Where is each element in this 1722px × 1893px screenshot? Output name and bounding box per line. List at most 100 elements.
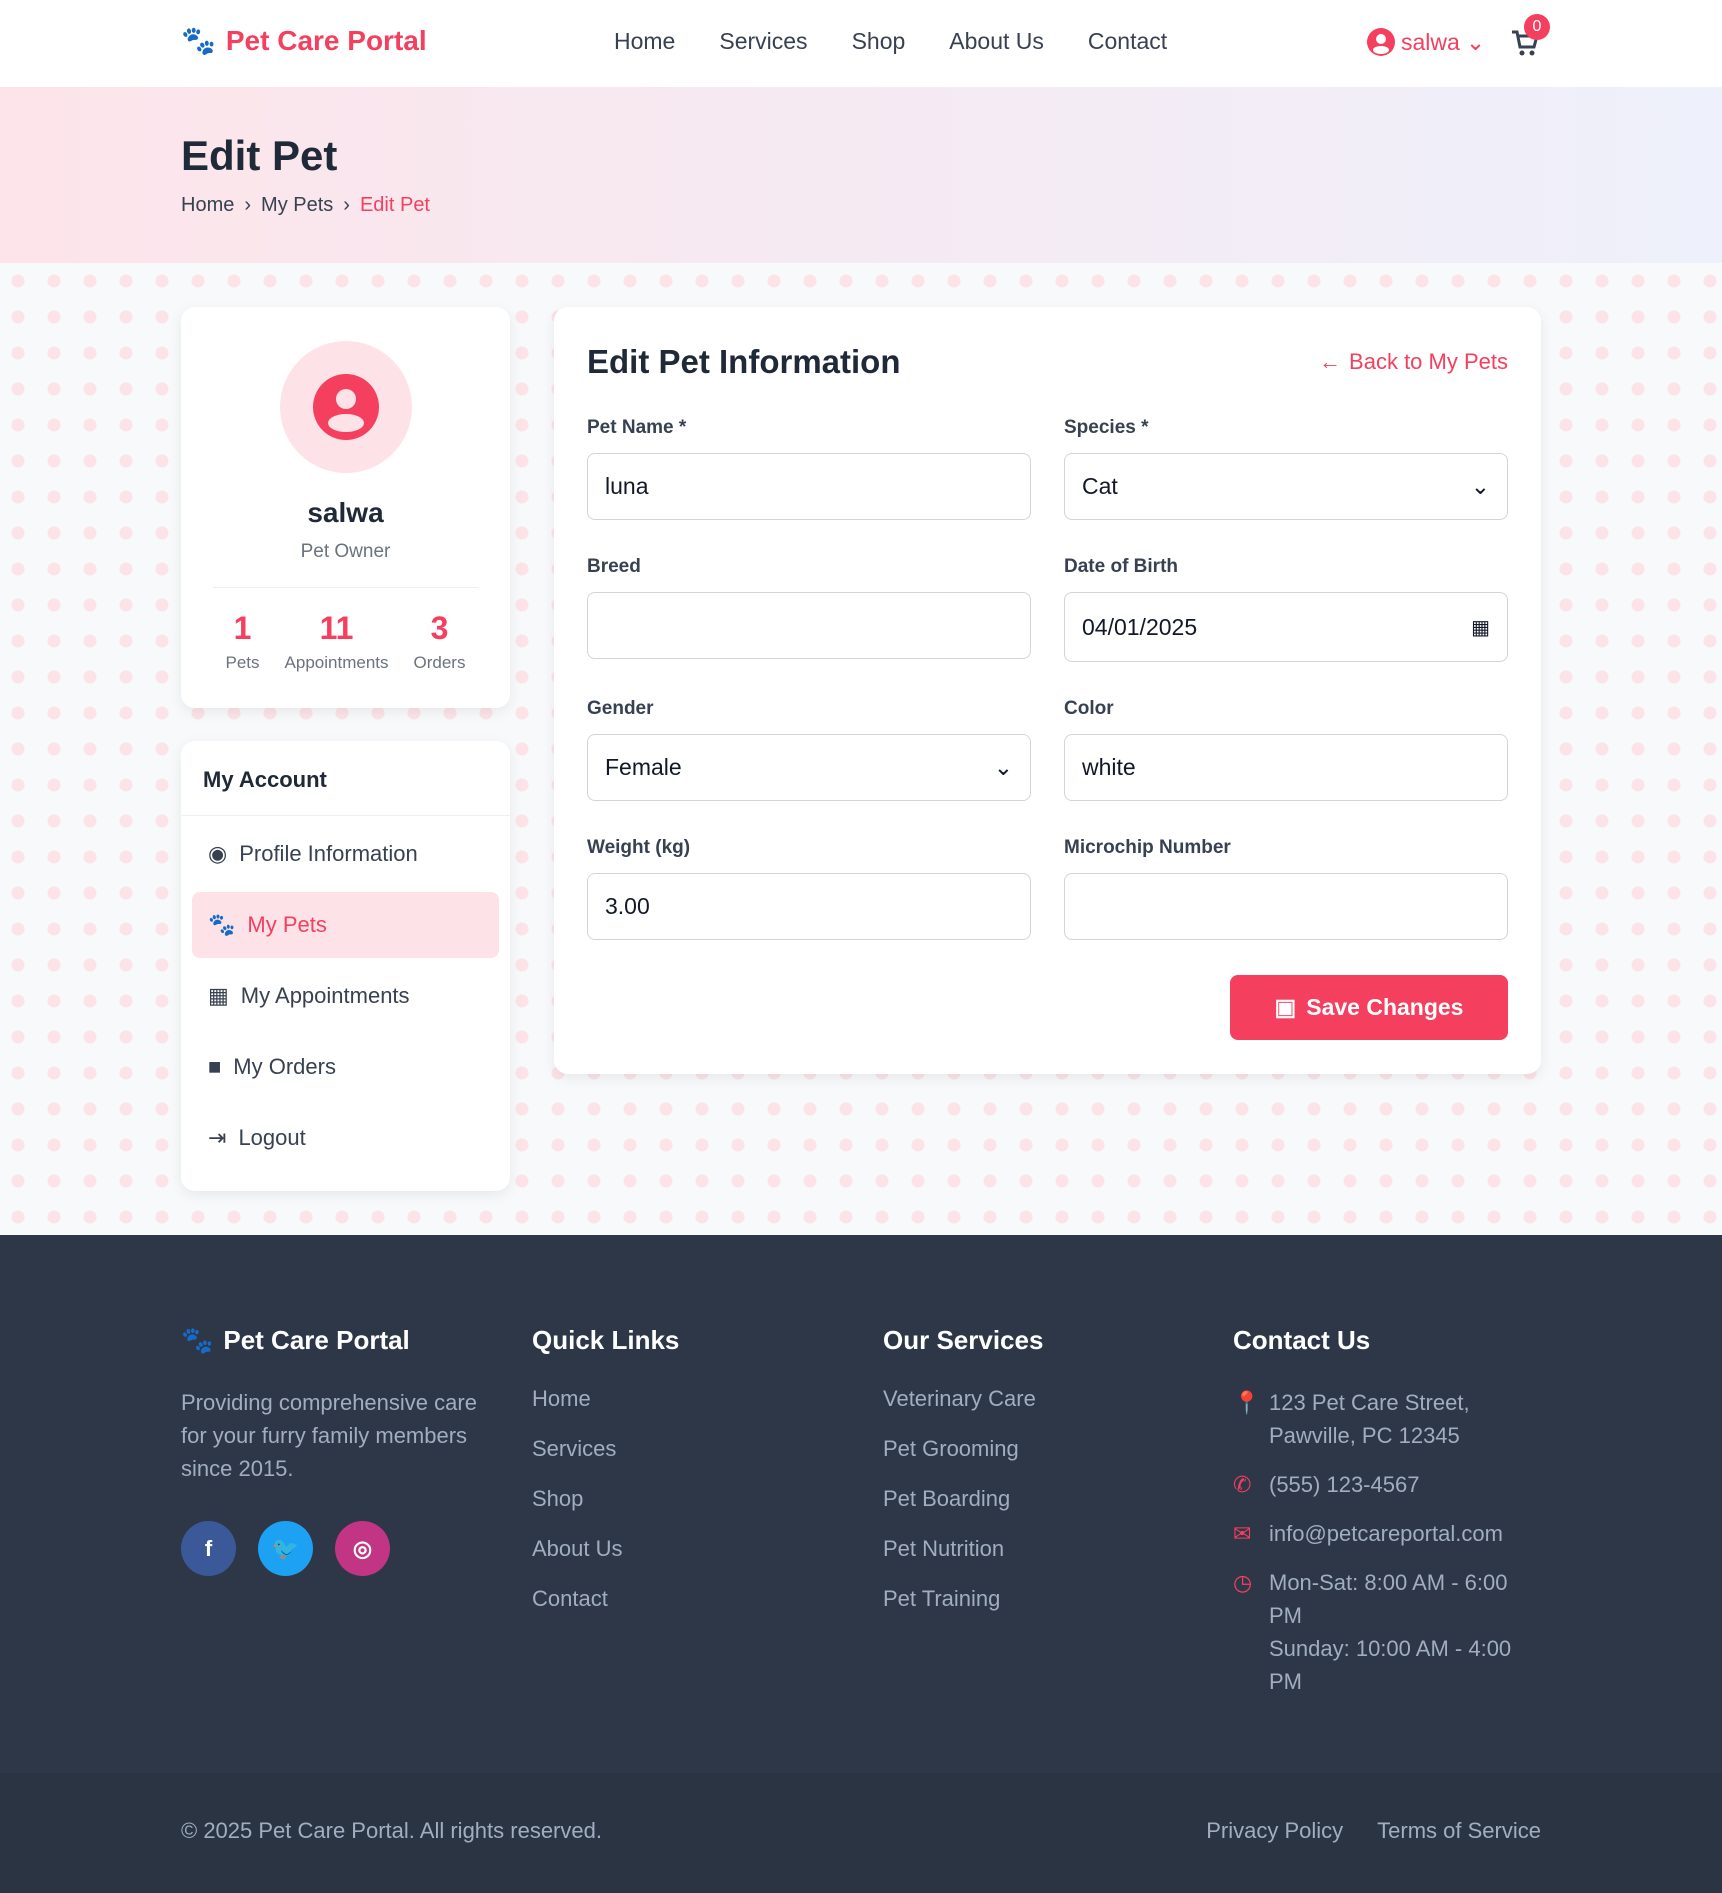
back-to-my-pets-link[interactable]: ← Back to My Pets: [1319, 349, 1508, 375]
footer-link-shop[interactable]: Shop: [532, 1486, 584, 1511]
gender-field: Gender Female ⌄: [587, 698, 1031, 801]
footer-bottom-bar: © 2025 Pet Care Portal. All rights reser…: [0, 1773, 1722, 1893]
stat-label: Orders: [413, 653, 466, 672]
profile-card: salwa Pet Owner 1 Pets 11 Appointments 3 Or…: [181, 307, 510, 708]
footer-link-about[interactable]: About Us: [532, 1536, 623, 1561]
chevron-right-icon: ›: [244, 194, 252, 216]
page-hero: Edit Pet Home › My Pets › Edit Pet: [0, 87, 1722, 263]
facebook-icon[interactable]: f: [181, 1521, 236, 1576]
breed-field: Breed: [587, 556, 1031, 659]
sidebar-item-appointments[interactable]: ▦ My Appointments: [192, 963, 499, 1029]
stat-value: 11: [319, 610, 354, 646]
stat-appointments: 11 Appointments: [285, 610, 389, 673]
privacy-policy-link[interactable]: Privacy Policy: [1206, 1818, 1344, 1843]
color-field: Color white: [1064, 698, 1508, 801]
dob-field: Date of Birth 04/01/2025 ▦: [1064, 556, 1508, 662]
user-circle-icon: [1367, 28, 1395, 56]
sidebar-item-orders[interactable]: ■ My Orders: [192, 1034, 499, 1100]
field-label: Weight (kg): [587, 837, 691, 858]
user-name: salwa: [1401, 28, 1460, 55]
color-input[interactable]: white: [1064, 734, 1508, 801]
select-value: Female: [605, 754, 682, 780]
nav-services[interactable]: Services: [719, 28, 808, 54]
footer-brand-name: Pet Care Portal: [223, 1325, 410, 1355]
footer-link-home[interactable]: Home: [532, 1386, 591, 1411]
input-value: 04/01/2025: [1082, 613, 1198, 640]
footer-service-link[interactable]: Pet Boarding: [883, 1486, 1011, 1511]
paw-icon: 🐾: [181, 25, 216, 56]
legal-links: Privacy Policy Terms of Service: [1206, 1818, 1541, 1844]
footer-description: Providing comprehensive care for your fu…: [181, 1390, 477, 1481]
nav-shop[interactable]: Shop: [851, 28, 906, 54]
sidebar-item-my-pets[interactable]: 🐾 My Pets: [192, 892, 499, 958]
contact-email: ✉ info@petcareportal.com: [1233, 1517, 1543, 1550]
map-marker-icon: 📍: [1233, 1390, 1261, 1415]
footer-contact: Contact Us 📍 123 Pet Care Street, Pawvill…: [1233, 1325, 1543, 1714]
save-label: Save Changes: [1306, 994, 1464, 1020]
sidebar-item-label: My Appointments: [240, 983, 410, 1008]
nav-about[interactable]: About Us: [949, 28, 1044, 54]
hours-weekday: Mon-Sat: 8:00 AM - 6:00 PM: [1269, 1570, 1508, 1628]
input-value: 3.00: [605, 893, 650, 919]
brand-logo[interactable]: 🐾 Pet Care Portal: [181, 24, 427, 57]
sidebar-item-logout[interactable]: ⇥ Logout: [192, 1105, 499, 1171]
nav-contact[interactable]: Contact: [1087, 28, 1168, 54]
breed-input[interactable]: [587, 592, 1031, 659]
chevron-down-icon: ⌄: [1465, 28, 1486, 55]
microchip-input[interactable]: [1064, 873, 1508, 940]
services-title: Our Services: [883, 1325, 1044, 1355]
weight-input[interactable]: 3.00: [587, 873, 1031, 940]
paw-icon: 🐾: [181, 1325, 214, 1355]
footer-quick-links: Quick Links Home Services Shop About Us …: [532, 1325, 679, 1636]
chevron-right-icon: ›: [343, 194, 350, 216]
instagram-icon[interactable]: ◎: [335, 1521, 390, 1576]
field-label: Date of Birth: [1064, 556, 1178, 577]
envelope-icon: ✉: [1233, 1521, 1252, 1546]
paw-icon: 🐾: [208, 912, 236, 937]
account-menu: My Account ◉ Profile Information 🐾 My Pets…: [181, 741, 510, 1191]
pet-name-input[interactable]: luna: [587, 453, 1031, 520]
field-label: Color: [1064, 698, 1114, 719]
twitter-icon[interactable]: 🐦: [258, 1521, 313, 1576]
dob-input[interactable]: 04/01/2025 ▦: [1064, 592, 1508, 662]
phone-icon: ✆: [1233, 1472, 1252, 1497]
gender-select[interactable]: Female ⌄: [587, 734, 1031, 801]
breadcrumb-home[interactable]: Home: [181, 194, 235, 216]
terms-of-service-link[interactable]: Terms of Service: [1377, 1818, 1541, 1843]
brand-name: Pet Care Portal: [225, 24, 427, 56]
footer-service-link[interactable]: Pet Nutrition: [883, 1536, 1005, 1561]
field-label: Pet Name *: [587, 417, 687, 438]
footer-link-services[interactable]: Services: [532, 1436, 617, 1461]
profile-role: Pet Owner: [300, 541, 391, 562]
breadcrumb-current: Edit Pet: [359, 194, 430, 216]
footer-services: Our Services Veterinary Care Pet Groomin…: [883, 1325, 1043, 1636]
calendar-icon[interactable]: ▦: [1471, 616, 1490, 639]
footer-service-link[interactable]: Pet Training: [883, 1586, 1001, 1611]
field-label: Gender: [587, 698, 654, 719]
arrow-left-icon: ←: [1319, 349, 1342, 374]
input-value: white: [1082, 754, 1136, 780]
field-label: Microchip Number: [1064, 837, 1231, 858]
calendar-icon: ▦: [208, 983, 229, 1008]
user-menu[interactable]: salwa ⌄: [1367, 28, 1485, 56]
clock-icon: ◷: [1233, 1570, 1253, 1595]
stat-value: 3: [430, 610, 449, 646]
sidebar-item-profile[interactable]: ◉ Profile Information: [192, 821, 499, 887]
species-field: Species * Cat ⌄: [1064, 417, 1508, 520]
breadcrumb: Home › My Pets › Edit Pet: [181, 194, 430, 217]
profile-name: salwa: [307, 497, 384, 528]
breadcrumb-my-pets[interactable]: My Pets: [261, 194, 334, 216]
nav-home[interactable]: Home: [614, 28, 676, 54]
microchip-field: Microchip Number: [1064, 837, 1508, 940]
species-select[interactable]: Cat ⌄: [1064, 453, 1508, 520]
cart-count-badge: 0: [1524, 14, 1550, 40]
footer-service-link[interactable]: Pet Grooming: [883, 1436, 1019, 1461]
form-title: Edit Pet Information: [587, 343, 901, 380]
footer-service-link[interactable]: Veterinary Care: [883, 1386, 1036, 1411]
email-link[interactable]: info@petcareportal.com: [1269, 1521, 1503, 1546]
chevron-down-icon: ⌄: [993, 754, 1013, 780]
save-changes-button[interactable]: ▣ Save Changes: [1230, 975, 1508, 1040]
contact-hours: ◷ Mon-Sat: 8:00 AM - 6:00 PM Sunday: 10:00…: [1233, 1566, 1543, 1698]
footer-link-contact[interactable]: Contact: [532, 1586, 608, 1611]
contact-address: 📍 123 Pet Care Street, Pawville, PC 12345: [1233, 1386, 1543, 1452]
